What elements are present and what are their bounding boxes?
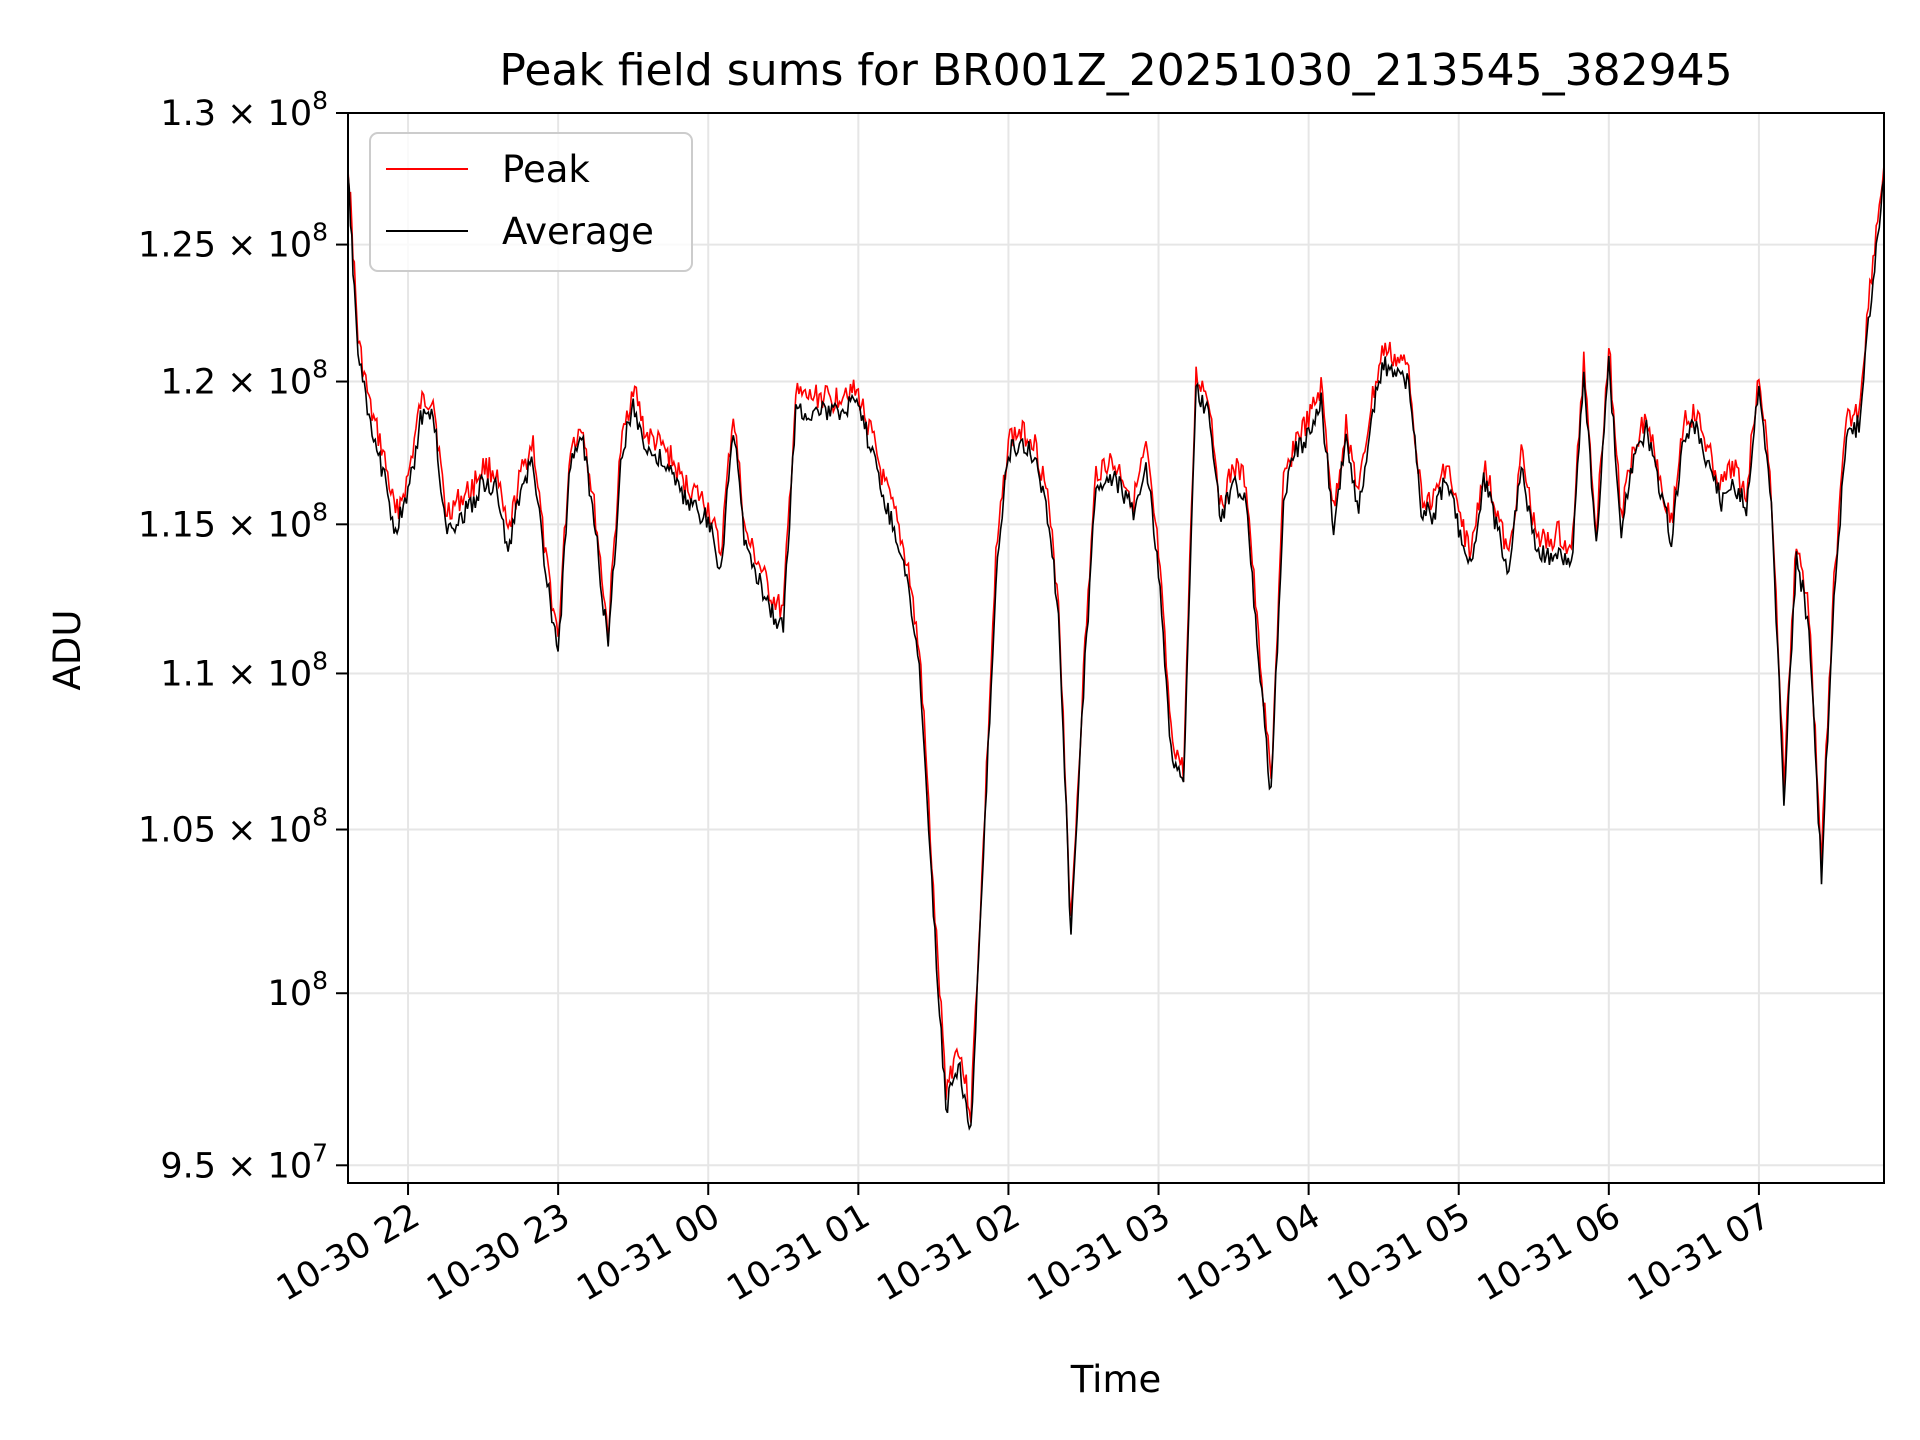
series-line-average — [348, 174, 1884, 1131]
legend-label-average: Average — [502, 210, 654, 253]
y-tick-label: 1.15 × 108 — [138, 497, 328, 545]
legend: Peak Average — [369, 132, 693, 272]
y-tick-label: 108 — [268, 966, 328, 1014]
plot-frame — [347, 112, 1885, 1184]
y-tick-label: 9.5 × 107 — [160, 1138, 328, 1186]
chart-title: Peak field sums for BR001Z_20251030_2135… — [499, 45, 1732, 96]
y-axis: 9.5 × 107 108 1.05 × 108 1.1 × 108 1.15 × 10… — [138, 86, 348, 1186]
y-tick-label: 1.25 × 108 — [138, 218, 328, 266]
legend-label-peak: Peak — [502, 148, 590, 191]
legend-box — [369, 132, 693, 272]
grid-lines — [348, 112, 1884, 1183]
y-tick-label: 1.05 × 108 — [138, 803, 328, 851]
series-layer — [348, 164, 1884, 1131]
x-axis-label: Time — [1070, 1358, 1162, 1401]
y-tick-label: 1.1 × 108 — [160, 646, 328, 694]
y-tick-label: 1.3 × 108 — [160, 86, 328, 134]
y-axis-label: ADU — [46, 610, 89, 691]
y-tick-label: 1.2 × 108 — [160, 355, 328, 403]
series-line-peak — [348, 164, 1884, 1123]
